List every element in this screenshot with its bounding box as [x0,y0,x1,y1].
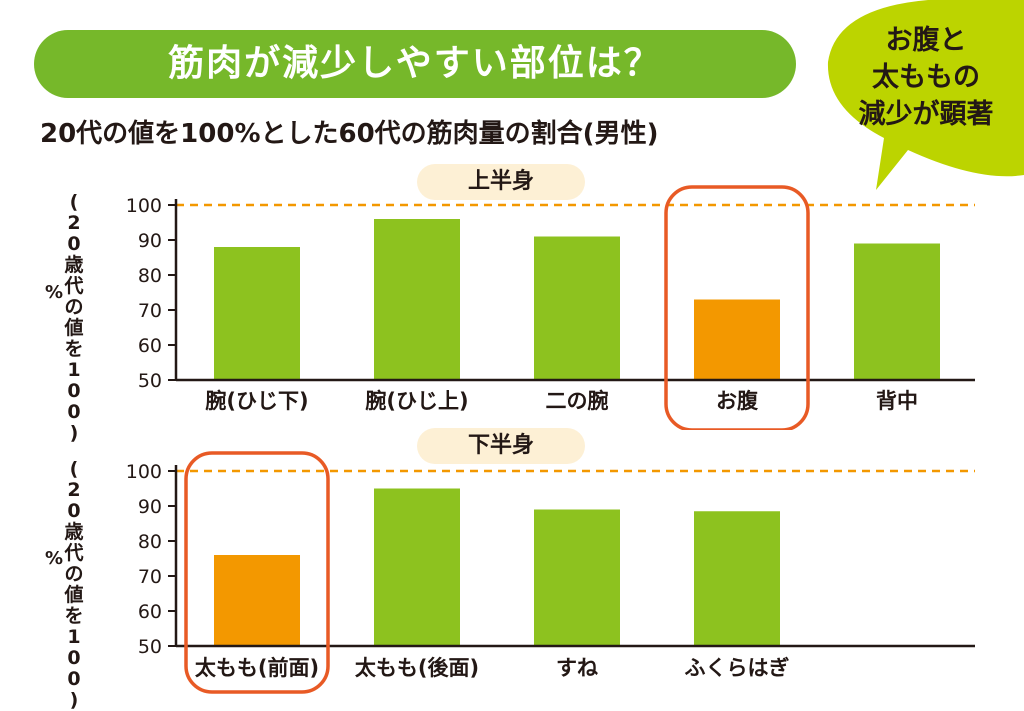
y-tick-label: 80 [138,531,162,553]
callout-bubble [827,0,1024,190]
y-axis-label-upper: (2 0 歳代の値を 1 0 0) [64,191,84,444]
callout-line: 太ももの [872,62,980,93]
y-tick-label: 100 [126,195,162,217]
y-tick-label: 60 [138,335,162,357]
y-axis-label-lower: (2 0 歳代の値を 1 0 0) [64,458,84,711]
y-tick-label: 80 [138,265,162,287]
y-tick-label: 90 [138,496,162,518]
highlight-circle [184,451,330,694]
bar [214,555,300,646]
y-axis-unit-upper: % [45,282,64,303]
y-tick-label: 70 [138,300,162,322]
bar [374,488,460,646]
category-label: ふくらはぎ [685,656,790,680]
y-tick-label: 90 [138,230,162,252]
bar [534,509,620,646]
category-label: 太もも(後面) [355,656,479,680]
bar [854,243,940,380]
category-label: すね [556,656,598,680]
category-label: 腕(ひじ上) [365,389,468,413]
category-label: お腹 [716,389,759,413]
bar [214,247,300,380]
bar [694,511,780,646]
category-label: 背中 [876,389,918,413]
upper-body-label: 上半身 [417,164,585,200]
y-axis-unit-lower: % [45,548,64,569]
y-tick-label: 60 [138,601,162,623]
lower-body-label: 下半身 [417,428,585,464]
category-label: 太もも(前面) [195,656,319,680]
y-tick-label: 50 [138,370,162,392]
callout-line: お腹と [885,25,967,56]
y-tick-label: 50 [138,636,162,658]
bar [694,299,780,380]
y-tick-label: 100 [126,461,162,483]
title-banner: 筋肉が減少しやすい部位は？ [34,30,796,98]
callout-text: お腹と 太ももの 減少が顕著 [836,22,1016,133]
highlight-circle [664,185,810,430]
category-label: 腕(ひじ下) [205,389,308,413]
bar [374,219,460,380]
callout-line: 減少が顕著 [858,99,994,130]
category-label: 二の腕 [546,389,609,413]
chart-subtitle: 20代の値を100%とした60代の筋肉量の割合(男性) [40,119,659,149]
lower-body-chart: 100 90 80 70 60 50 太もも(前面) 太もも(後面) すね ふくらはぎ [126,451,975,694]
y-tick-label: 70 [138,566,162,588]
bar [534,236,620,380]
upper-body-chart: 100 90 80 70 60 50 腕(ひじ下) 腕(ひじ上) 二の腕 お腹 背中 [126,185,975,430]
page-title: 筋肉が減少しやすい部位は？ [168,43,662,84]
